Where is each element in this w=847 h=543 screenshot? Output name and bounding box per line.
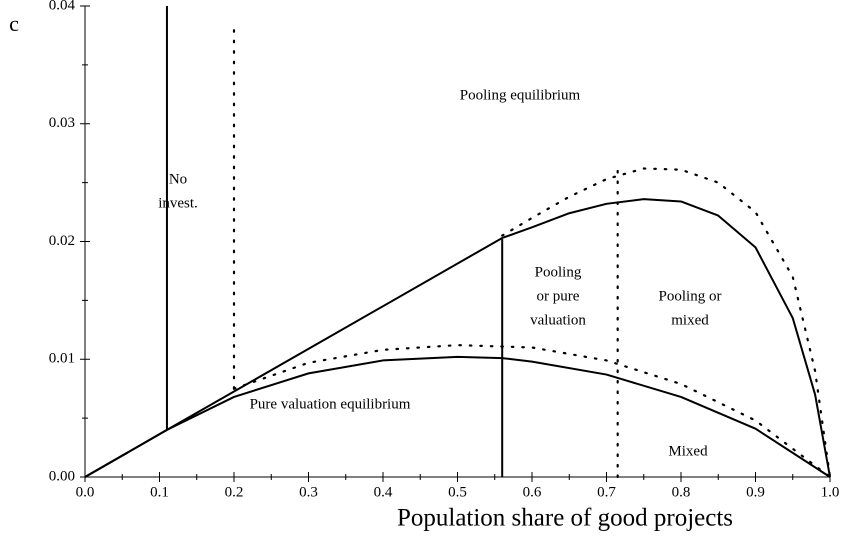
y-axis-label: c	[9, 11, 19, 36]
region-label: or pure	[537, 288, 580, 304]
x-tick-label: 0.5	[448, 484, 467, 500]
y-tick-label: 0.01	[49, 351, 75, 367]
x-tick-label: 0.9	[746, 484, 765, 500]
x-tick-label: 0.7	[597, 484, 616, 500]
curve	[232, 344, 832, 479]
region-label: Pooling	[535, 264, 582, 280]
region-label: Pooling equilibrium	[460, 87, 581, 103]
x-tick-label: 0.4	[374, 484, 393, 500]
y-tick-label: 0.02	[49, 233, 75, 249]
y-tick-label: 0.00	[49, 468, 75, 484]
curve	[84, 355, 831, 478]
region-label: mixed	[671, 312, 709, 328]
x-tick-label: 0.8	[672, 484, 691, 500]
x-tick-label: 0.2	[225, 484, 244, 500]
y-tick-label: 0.03	[49, 115, 75, 131]
region-label: No	[169, 171, 187, 187]
region-label: Pooling or	[659, 288, 722, 304]
x-tick-label: 0.6	[523, 484, 542, 500]
x-axis-label: Population share of good projects	[397, 505, 733, 532]
region-label: invest.	[158, 195, 198, 211]
region-label: valuation	[530, 312, 586, 328]
x-tick-label: 0.0	[76, 484, 95, 500]
region-label: Mixed	[668, 443, 708, 459]
x-tick-label: 0.3	[299, 484, 318, 500]
curve	[84, 198, 831, 478]
curve	[501, 167, 832, 479]
x-tick-label: 0.1	[150, 484, 169, 500]
region-label: Pure valuation equilibrium	[250, 396, 411, 412]
y-tick-label: 0.04	[49, 0, 76, 13]
x-tick-label: 1.0	[821, 484, 840, 500]
